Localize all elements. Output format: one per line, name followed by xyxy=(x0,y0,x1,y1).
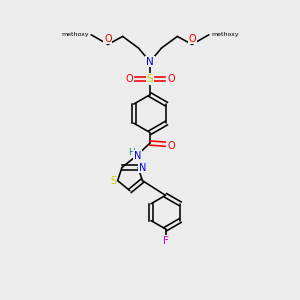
Text: N: N xyxy=(134,151,142,161)
Text: O: O xyxy=(104,34,112,44)
Text: H: H xyxy=(128,148,135,157)
Text: methoxy: methoxy xyxy=(61,32,88,37)
Text: S: S xyxy=(110,176,116,186)
Text: F: F xyxy=(163,236,169,246)
Text: O: O xyxy=(167,74,175,84)
Text: N: N xyxy=(146,57,154,67)
Text: O: O xyxy=(188,34,196,44)
Text: O: O xyxy=(167,141,175,151)
Text: S: S xyxy=(147,74,153,84)
Text: N: N xyxy=(139,163,146,172)
Text: O: O xyxy=(125,74,133,84)
Text: methoxy: methoxy xyxy=(212,32,239,37)
